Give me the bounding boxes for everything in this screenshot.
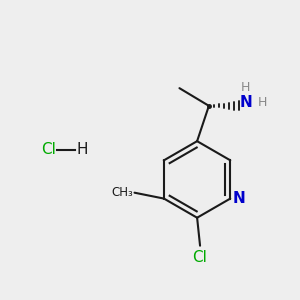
Text: H: H	[257, 96, 267, 110]
Text: N: N	[239, 95, 252, 110]
Text: CH₃: CH₃	[111, 186, 133, 199]
Text: H: H	[241, 81, 250, 94]
Text: N: N	[232, 191, 245, 206]
Text: Cl: Cl	[41, 142, 56, 158]
Text: H: H	[76, 142, 88, 158]
Text: Cl: Cl	[193, 250, 208, 265]
